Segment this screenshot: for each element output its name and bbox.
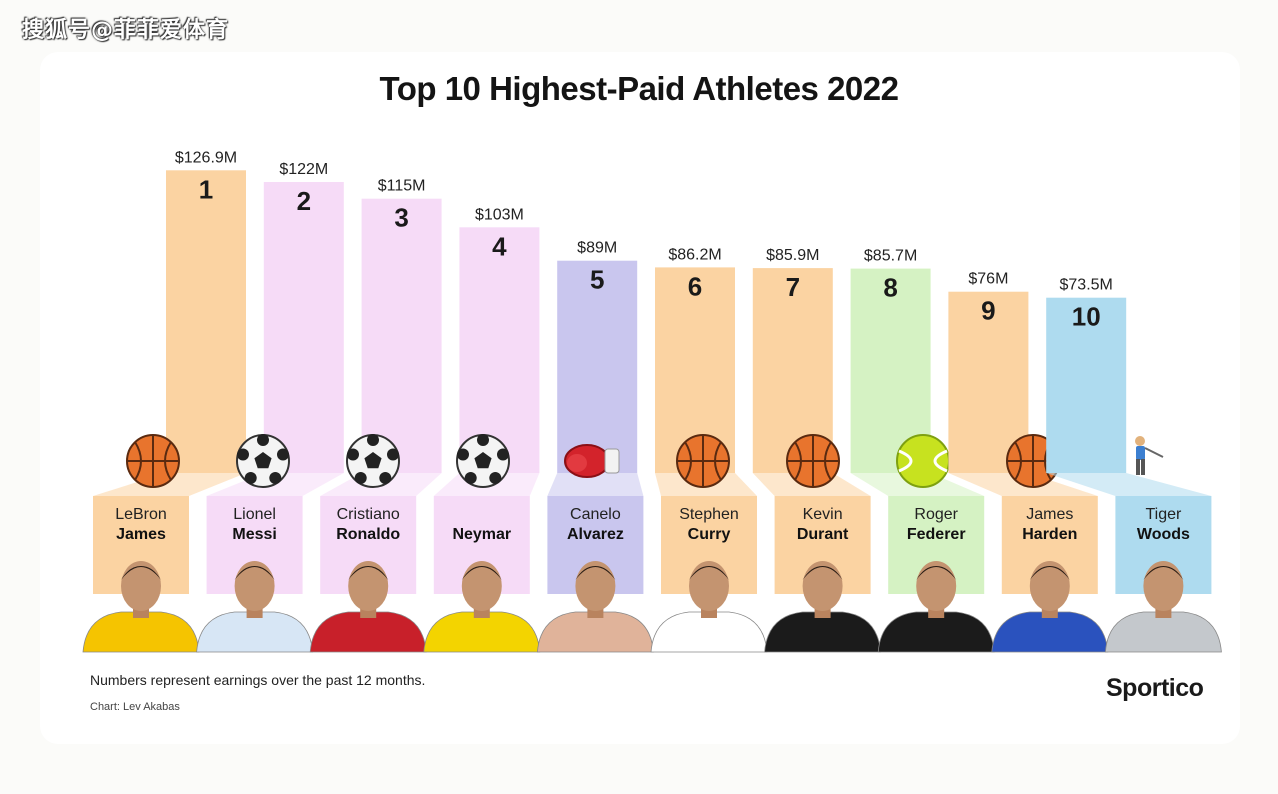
bar-value-label: $89M: [577, 240, 617, 257]
athlete-group: $89M 5 Canelo Alvarez: [536, 240, 654, 653]
bar-value-label: $122M: [279, 161, 328, 178]
bar: [557, 260, 638, 473]
athlete-last-name: Durant: [797, 526, 849, 543]
brand-logo: Sportico: [1106, 674, 1204, 702]
golf-icon: [1135, 436, 1164, 475]
rank-label: 8: [883, 273, 897, 303]
soccer-icon: [456, 434, 510, 488]
rank-label: 6: [688, 271, 702, 301]
rank-label: 10: [1072, 302, 1101, 332]
athlete-photo: [536, 561, 654, 653]
athlete-group: $85.7M 8 Roger Federer: [850, 248, 995, 653]
athlete-first-name: James: [1026, 506, 1073, 523]
athlete-photo: [309, 561, 427, 653]
athlete-group: $85.9M 7 Kevin Durant: [752, 247, 882, 653]
athlete-photo: [877, 561, 995, 653]
bar-value-label: $73.5M: [1060, 277, 1113, 294]
bar: [263, 182, 344, 473]
bar-value-label: $126.9M: [175, 149, 237, 166]
athlete-first-name: Stephen: [679, 506, 739, 523]
athlete-photo: [991, 561, 1109, 653]
athlete-first-name: Canelo: [570, 506, 621, 523]
basketball-icon: [786, 434, 840, 488]
athlete-last-name: Alvarez: [567, 526, 624, 543]
athlete-photo: [650, 561, 768, 653]
athlete-photo: [764, 561, 882, 653]
bar-connector: [547, 473, 644, 496]
footnote: Numbers represent earnings over the past…: [90, 672, 426, 688]
boxing-icon: [564, 444, 620, 478]
athlete-group: $73.5M 10 Tiger Woods: [1046, 277, 1222, 653]
athlete-first-name: Kevin: [803, 506, 843, 523]
athlete-first-name: LeBron: [115, 506, 167, 523]
bar-value-label: $115M: [378, 178, 426, 195]
soccer-icon: [346, 434, 400, 488]
athlete-last-name: Neymar: [452, 526, 511, 543]
bar-value-label: $76M: [968, 271, 1008, 288]
athlete-group: $103M 4 Neymar: [423, 206, 541, 653]
athlete-group: $126.9M 1 LeBron James: [82, 149, 246, 653]
chart-title: Top 10 Highest-Paid Athletes 2022: [379, 70, 899, 107]
athlete-first-name: Roger: [914, 506, 958, 523]
rank-label: 3: [394, 203, 408, 233]
rank-label: 7: [786, 272, 800, 302]
rank-label: 2: [297, 186, 311, 216]
rank-label: 1: [199, 174, 213, 204]
rank-label: 4: [492, 231, 507, 261]
athlete-last-name: James: [116, 526, 166, 543]
athlete-last-name: Harden: [1022, 526, 1077, 543]
athlete-first-name: Cristiano: [337, 506, 400, 523]
soccer-icon: [236, 434, 290, 488]
athlete-photo: [1104, 561, 1222, 653]
athlete-last-name: Ronaldo: [336, 526, 400, 543]
athlete-group: $86.2M 6 Stephen Curry: [650, 246, 768, 653]
bar-connector: [93, 473, 246, 496]
bar-value-label: $85.9M: [766, 247, 819, 264]
athlete-group: $115M 3 Cristiano Ronaldo: [309, 178, 442, 653]
watermark: 搜狐号@菲菲爱体育: [22, 18, 230, 43]
athlete-last-name: Curry: [688, 526, 731, 543]
athlete-last-name: Messi: [232, 526, 276, 543]
rank-label: 5: [590, 265, 604, 295]
bar: [459, 227, 540, 473]
bar: [1046, 297, 1127, 473]
tennis-icon: [896, 434, 950, 488]
rank-label: 9: [981, 296, 995, 326]
basketball-icon: [676, 434, 730, 488]
bar-value-label: $86.2M: [668, 246, 721, 263]
chart-credit: Chart: Lev Akabas: [90, 701, 180, 713]
bar: [166, 170, 246, 474]
bar-value-label: $103M: [475, 206, 524, 223]
athlete-group: $122M 2 Lionel Messi: [196, 161, 344, 653]
athlete-first-name: Lionel: [233, 506, 276, 523]
athlete-photo: [196, 561, 314, 653]
athlete-last-name: Federer: [907, 526, 966, 543]
athlete-last-name: Woods: [1137, 526, 1190, 543]
bar-value-label: $85.7M: [864, 248, 917, 265]
bar: [361, 198, 442, 473]
athlete-photo: [82, 561, 200, 653]
athlete-photo: [423, 561, 541, 653]
basketball-icon: [126, 434, 180, 488]
athlete-group: $76M 9 James Harden: [948, 271, 1109, 653]
athlete-first-name: Tiger: [1145, 506, 1182, 523]
bar-connector: [1046, 473, 1212, 496]
